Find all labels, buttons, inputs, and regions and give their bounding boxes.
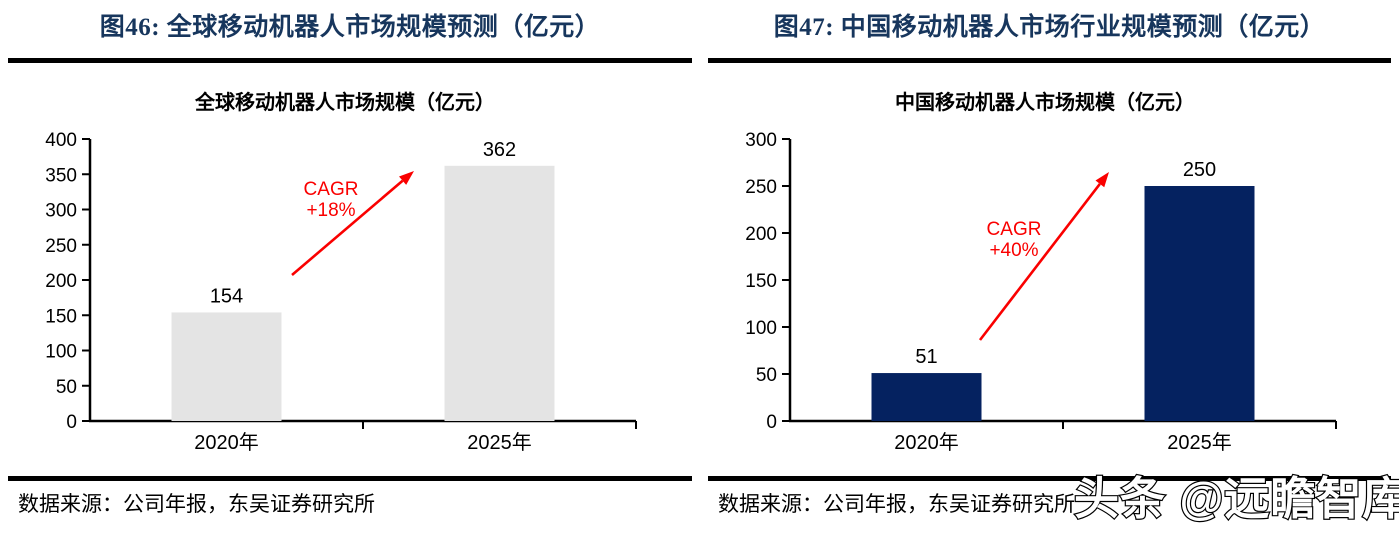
value-label-2020年: 154 (210, 285, 243, 307)
watermark-text: 头条 @远瞻智库 (1074, 473, 1399, 524)
figure-47-panel: 图47: 中国移动机器人市场行业规模预测（亿元） 中国移动机器人市场规模（亿元）… (700, 0, 1399, 535)
category-label-2020年: 2020年 (894, 431, 959, 454)
y-axis-label: 400 (45, 130, 77, 151)
y-axis-label: 50 (756, 365, 777, 386)
bar-2020年 (871, 373, 982, 421)
category-label-2020年: 2020年 (194, 431, 259, 454)
category-label-2025年: 2025年 (1167, 431, 1232, 454)
y-axis-label: 250 (45, 236, 77, 257)
y-axis-label: 150 (745, 271, 777, 292)
bar-2020年 (171, 312, 282, 421)
y-axis-label: 0 (766, 412, 777, 433)
figure-47-source: 数据来源：公司年报，东吴证券研究所 (718, 492, 1075, 516)
figure-47-bottom-rule (708, 476, 1391, 481)
chart-title: 全球移动机器人市场规模（亿元） (194, 90, 495, 114)
y-axis-label: 250 (745, 177, 777, 198)
bar-2025年 (444, 165, 555, 421)
figure-46-source: 数据来源：公司年报，东吴证券研究所 (18, 492, 375, 516)
growth-arrow-head (399, 171, 414, 185)
y-axis-label: 200 (745, 224, 777, 245)
cagr-annotation-line: CAGR (987, 219, 1042, 240)
toutiao-watermark: 头条 @远瞻智库 (1073, 472, 1399, 525)
y-axis-label: 300 (745, 130, 777, 151)
y-axis-label: 200 (45, 271, 77, 292)
figure-46-panel: 图46: 全球移动机器人市场规模预测（亿元） 全球移动机器人市场规模（亿元） 0 5… (8, 14, 692, 516)
growth-arrow-line (291, 179, 404, 276)
figure-47-top-rule (708, 58, 1391, 63)
bar-2025年 (1144, 186, 1255, 421)
figure-46-top-rule (8, 58, 692, 63)
y-axis-label: 0 (66, 412, 77, 433)
y-axis-label: 300 (45, 201, 77, 222)
y-axis-label: 350 (45, 165, 77, 186)
y-axis-label: 50 (56, 377, 77, 398)
figure-46-header: 图46: 全球移动机器人市场规模预测（亿元） (99, 14, 601, 41)
growth-arrow-line (978, 183, 1101, 341)
y-axis-label: 150 (45, 306, 77, 327)
value-label-2020年: 51 (915, 346, 937, 368)
y-axis-label: 100 (45, 342, 77, 363)
cagr-annotation-line: CAGR (304, 179, 359, 200)
growth-arrow-head (1095, 172, 1109, 188)
value-label-2025年: 250 (1183, 159, 1216, 181)
figure-47-header: 图47: 中国移动机器人市场行业规模预测（亿元） (773, 14, 1326, 41)
chart-title: 中国移动机器人市场规模（亿元） (895, 90, 1195, 114)
y-axis-label: 100 (745, 318, 777, 339)
china-mobile-robot-bar-chart: 中国移动机器人市场规模（亿元） 0 50 100 150 200 250 300 51 2020年… (745, 90, 1337, 454)
global-mobile-robot-bar-chart: 全球移动机器人市场规模（亿元） 0 50 100 150 200 250 300 350 400 1… (45, 90, 637, 454)
cagr-annotation-line: +18% (306, 200, 355, 221)
cagr-annotation-line: +40% (989, 240, 1038, 261)
value-label-2025年: 362 (483, 139, 516, 161)
category-label-2025年: 2025年 (467, 431, 532, 454)
figure-46-bottom-rule (8, 476, 692, 481)
